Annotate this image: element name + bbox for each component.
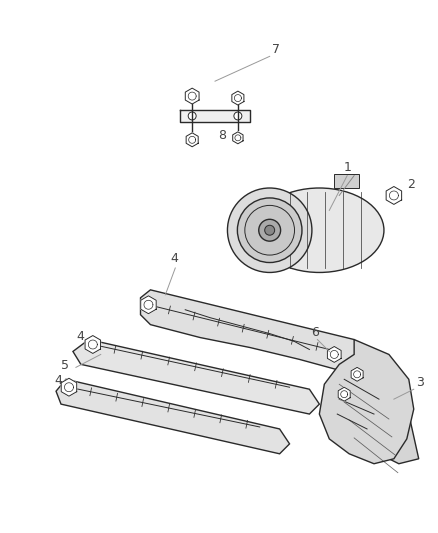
Text: 1: 1: [343, 160, 351, 174]
Circle shape: [234, 112, 242, 120]
Text: 4: 4: [170, 252, 178, 265]
Ellipse shape: [255, 188, 384, 272]
Polygon shape: [185, 88, 199, 104]
Polygon shape: [141, 290, 369, 374]
Ellipse shape: [265, 225, 275, 235]
Polygon shape: [319, 340, 414, 464]
Ellipse shape: [259, 219, 281, 241]
Text: 7: 7: [272, 43, 280, 56]
Text: 6: 6: [311, 326, 319, 338]
Ellipse shape: [245, 205, 294, 255]
Polygon shape: [61, 378, 77, 396]
Text: 3: 3: [416, 376, 424, 389]
Polygon shape: [351, 367, 363, 381]
Text: 2: 2: [407, 179, 415, 191]
Polygon shape: [56, 379, 290, 454]
Text: 4: 4: [76, 329, 84, 343]
Text: 4: 4: [54, 374, 62, 387]
Polygon shape: [232, 91, 244, 105]
Polygon shape: [338, 387, 350, 401]
Circle shape: [188, 112, 196, 120]
Polygon shape: [73, 340, 319, 414]
Polygon shape: [186, 133, 198, 147]
Polygon shape: [85, 336, 101, 353]
Polygon shape: [180, 110, 250, 122]
Ellipse shape: [237, 198, 302, 263]
Text: 5: 5: [61, 359, 69, 373]
Ellipse shape: [227, 188, 312, 272]
Polygon shape: [386, 187, 402, 204]
Polygon shape: [329, 379, 419, 464]
Polygon shape: [233, 132, 243, 144]
Polygon shape: [327, 346, 341, 362]
Polygon shape: [334, 174, 359, 189]
Polygon shape: [141, 296, 156, 314]
Text: 8: 8: [218, 129, 226, 142]
